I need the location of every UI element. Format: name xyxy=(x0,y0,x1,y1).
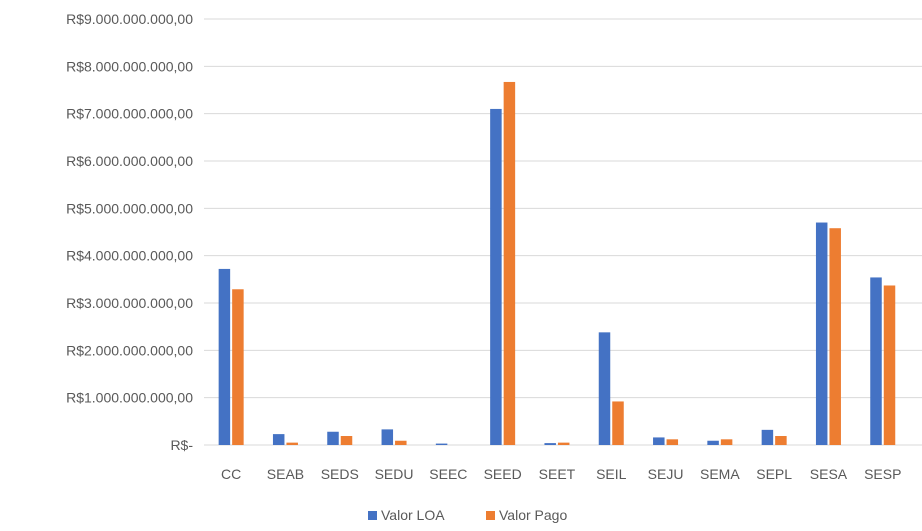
y-tick-label: R$- xyxy=(170,437,193,453)
bar-valor-pago-sedu xyxy=(395,440,407,445)
y-axis: R$- R$1.000.000.000,00 R$2.000.000.000,00 R… xyxy=(66,11,193,453)
bar-valor-pago-sesa xyxy=(829,228,841,445)
bar-valor-pago-sepl xyxy=(775,436,787,445)
bar-valor-pago-seab xyxy=(286,442,298,445)
x-tick-label: SESA xyxy=(810,466,848,482)
x-tick-label: SEDS xyxy=(321,466,359,482)
bar-valor-loa-sema xyxy=(707,440,719,445)
bar-valor-pago-cc xyxy=(232,289,244,445)
y-tick-label: R$7.000.000.000,00 xyxy=(66,106,193,122)
y-tick-label: R$8.000.000.000,00 xyxy=(66,58,193,74)
bar-valor-loa-sesa xyxy=(815,222,828,445)
bar-valor-pago-sema xyxy=(720,439,733,445)
x-tick-label: SEPL xyxy=(756,466,792,482)
x-axis: CC SEAB SEDS SEDU SEEC SEED SEET SEIL SEJU SEMA SE… xyxy=(221,466,922,482)
y-tick-label: R$3.000.000.000,00 xyxy=(66,295,193,311)
y-tick-label: R$6.000.000.000,00 xyxy=(66,153,193,169)
y-tick-label: R$5.000.000.000,00 xyxy=(66,200,193,216)
bar-valor-loa-seil xyxy=(598,332,611,445)
x-tick-label: SEED xyxy=(484,466,522,482)
y-tick-label: R$9.000.000.000,00 xyxy=(66,11,193,27)
bar-valor-pago-seds xyxy=(340,436,353,445)
bar-valor-loa-seju xyxy=(653,437,665,445)
bar-valor-pago-seed xyxy=(503,81,516,445)
legend-label: Valor Pago xyxy=(499,507,567,523)
legend-swatch xyxy=(368,511,377,520)
y-tick-label: R$1.000.000.000,00 xyxy=(66,390,193,406)
legend-label: Valor LOA xyxy=(381,507,445,523)
bar-valor-loa-seds xyxy=(327,431,339,445)
bars xyxy=(218,81,896,445)
y-tick-label: R$2.000.000.000,00 xyxy=(66,342,193,358)
gridlines xyxy=(204,18,922,446)
x-tick-label: CC xyxy=(221,466,241,482)
bar-valor-pago-seet xyxy=(557,442,570,445)
bar-valor-loa-sesp xyxy=(870,277,882,445)
bar-valor-loa-cc xyxy=(218,268,231,445)
x-tick-label: SEIL xyxy=(596,466,627,482)
x-tick-label: SEAB xyxy=(267,466,304,482)
bar-valor-loa-sedu xyxy=(381,429,394,445)
bar-valor-pago-seju xyxy=(666,439,679,445)
x-tick-label: SEMA xyxy=(700,466,740,482)
bar-valor-loa-seed xyxy=(490,108,502,445)
x-tick-label: SESP xyxy=(864,466,901,482)
legend: Valor LOA Valor Pago xyxy=(368,507,567,523)
x-tick-label: SEDU xyxy=(375,466,414,482)
bar-valor-pago-sesp xyxy=(883,285,896,445)
bar-valor-loa-seet xyxy=(544,443,556,445)
bar-valor-loa-seab xyxy=(272,434,285,445)
x-tick-label: SEET xyxy=(539,466,576,482)
bar-valor-loa-sepl xyxy=(761,429,774,445)
bar-valor-loa-seec xyxy=(435,443,448,445)
x-tick-label: SEEC xyxy=(429,466,467,482)
x-tick-label: SEJU xyxy=(648,466,684,482)
legend-swatch xyxy=(486,511,495,520)
bar-valor-pago-seil xyxy=(612,401,624,445)
y-tick-label: R$4.000.000.000,00 xyxy=(66,248,193,264)
